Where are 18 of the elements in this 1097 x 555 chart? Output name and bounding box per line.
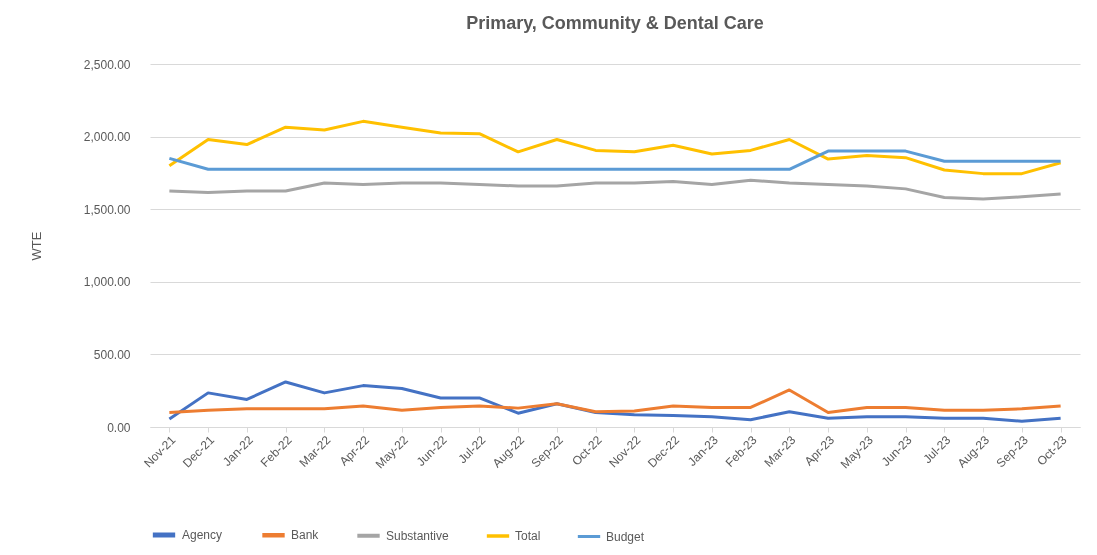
y-tick-label: 0.00	[107, 420, 131, 435]
legend-label: Bank	[291, 528, 320, 543]
line-series	[167, 119, 1063, 176]
line-series	[167, 380, 1063, 423]
line-series	[167, 149, 1063, 171]
chart-title: Primary, Community & Dental Care	[466, 13, 764, 33]
y-axis-title: WTE	[28, 231, 44, 261]
y-tick-label: 500.00	[93, 347, 131, 362]
y-tick-label: 1,500.00	[83, 202, 131, 217]
line-series	[167, 388, 1063, 414]
y-tick-label: 1,000.00	[83, 275, 131, 290]
legend-label: Substantive	[386, 528, 450, 543]
legend-label: Total	[515, 529, 541, 543]
legend-label: Agency	[182, 528, 223, 542]
line-series	[167, 178, 1063, 201]
y-tick-label: 2,500.00	[83, 57, 131, 72]
legend-label: Budget	[606, 529, 645, 544]
y-tick-label: 2,000.00	[83, 130, 131, 145]
